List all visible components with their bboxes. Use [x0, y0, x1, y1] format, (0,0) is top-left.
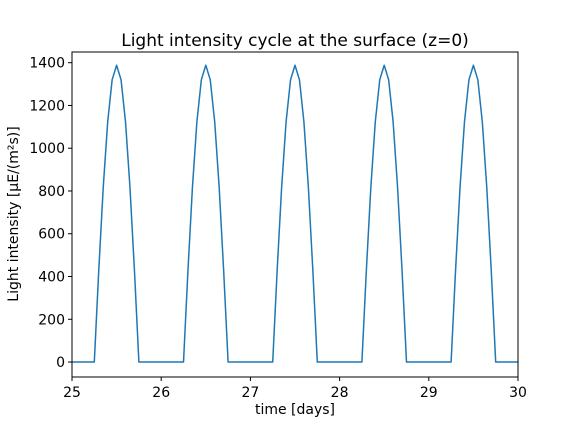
y-axis-label: Light intensity [μE/(m²s)]	[6, 126, 22, 301]
x-tick-label: 29	[420, 385, 438, 401]
y-tick-label: 0	[56, 355, 65, 371]
x-tick-label: 25	[63, 385, 81, 401]
y-axis-ticks: 0 200 400 600 800 1000 1200 1400	[29, 56, 72, 371]
x-axis-label: time [days]	[255, 402, 335, 418]
y-tick-label: 600	[38, 227, 65, 243]
x-tick-label: 30	[509, 385, 527, 401]
x-tick-label: 27	[241, 385, 259, 401]
chart-title: Light intensity cycle at the surface (z=…	[121, 31, 469, 51]
x-axis-ticks: 25 26 27 28 29 30	[63, 377, 527, 401]
x-tick-label: 26	[152, 385, 170, 401]
y-tick-label: 800	[38, 184, 65, 200]
plot-frame	[71, 51, 519, 378]
x-tick-label: 28	[331, 385, 349, 401]
y-tick-label: 1200	[29, 98, 65, 114]
y-tick-label: 200	[38, 312, 65, 328]
y-tick-label: 1000	[29, 141, 65, 157]
y-tick-label: 1400	[29, 56, 65, 72]
series-group	[72, 64, 518, 363]
y-tick-label: 400	[38, 270, 65, 286]
series-line-0	[72, 64, 518, 363]
